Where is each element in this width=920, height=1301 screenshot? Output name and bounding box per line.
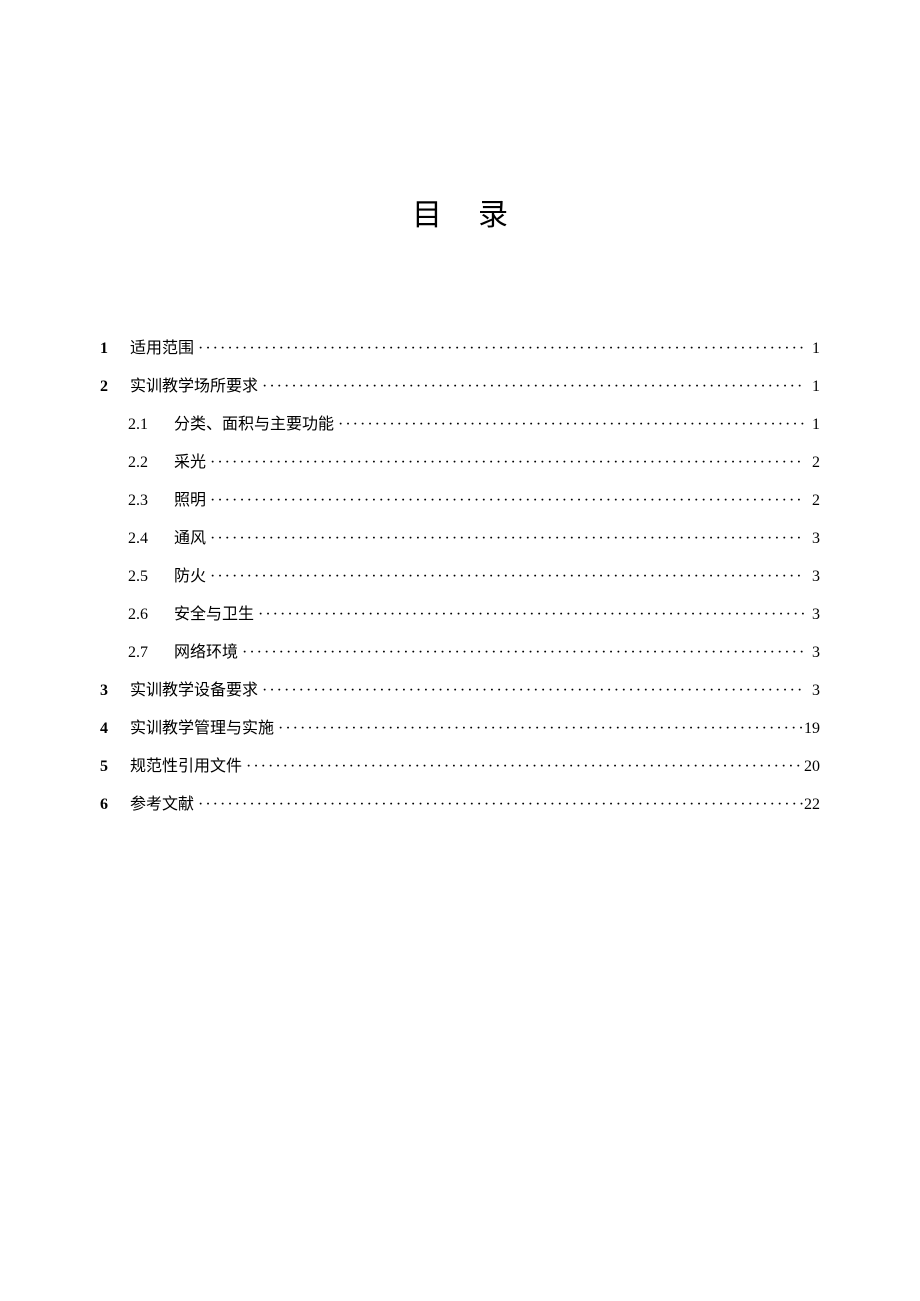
toc-leader-dots xyxy=(242,758,804,776)
toc-title: 目录 xyxy=(100,190,820,234)
toc-entry: 2 实训教学场所要求 1 xyxy=(100,372,820,396)
toc-entry-label: 适用范围 xyxy=(130,334,194,358)
toc-entry-number: 2.5 xyxy=(128,568,156,586)
toc-entry-page: 3 xyxy=(804,682,820,700)
toc-entry-page: 1 xyxy=(804,340,820,358)
toc-entry-number: 5 xyxy=(100,758,116,776)
toc-entry: 2.1 分类、面积与主要功能 1 xyxy=(100,410,820,434)
toc-leader-dots xyxy=(194,340,804,358)
toc-entry: 2.3 照明 2 xyxy=(100,486,820,510)
toc-leader-dots xyxy=(206,492,804,510)
toc-entry-number: 2.1 xyxy=(128,416,156,434)
toc-entry-page: 2 xyxy=(804,492,820,510)
toc-entry: 2.2 采光 2 xyxy=(100,448,820,472)
toc-entry-number: 2.7 xyxy=(128,644,156,662)
toc-leader-dots xyxy=(194,796,804,814)
toc-entry-label: 安全与卫生 xyxy=(174,600,254,624)
toc-entry-label: 网络环境 xyxy=(174,638,238,662)
toc-entry-page: 3 xyxy=(804,530,820,548)
toc-leader-dots xyxy=(334,416,804,434)
toc-entry: 2.4 通风 3 xyxy=(100,524,820,548)
toc-entry: 3 实训教学设备要求 3 xyxy=(100,676,820,700)
toc-leader-dots xyxy=(238,644,804,662)
toc-entry-label: 参考文献 xyxy=(130,790,194,814)
toc-entry-page: 3 xyxy=(804,606,820,624)
toc-entry-label: 规范性引用文件 xyxy=(130,752,242,776)
toc-entry: 2.7 网络环境 3 xyxy=(100,638,820,662)
toc-leader-dots xyxy=(258,378,804,396)
toc-leader-dots xyxy=(254,606,804,624)
table-of-contents: 1 适用范围 1 2 实训教学场所要求 1 2.1 分类、面积与主要功能 1 2.2 采光 2 2.3 照… xyxy=(100,334,820,814)
toc-entry-label: 照明 xyxy=(174,486,206,510)
toc-entry-number: 6 xyxy=(100,796,116,814)
toc-entry-number: 2.2 xyxy=(128,454,156,472)
toc-entry: 2.6 安全与卫生 3 xyxy=(100,600,820,624)
toc-entry: 2.5 防火 3 xyxy=(100,562,820,586)
toc-entry-number: 2.4 xyxy=(128,530,156,548)
toc-entry-label: 采光 xyxy=(174,448,206,472)
toc-entry-page: 20 xyxy=(804,758,820,776)
toc-entry-label: 防火 xyxy=(174,562,206,586)
toc-entry-number: 2.3 xyxy=(128,492,156,510)
toc-leader-dots xyxy=(274,720,804,738)
toc-entry: 1 适用范围 1 xyxy=(100,334,820,358)
toc-entry-page: 1 xyxy=(804,378,820,396)
toc-entry-label: 通风 xyxy=(174,524,206,548)
toc-entry-label: 实训教学管理与实施 xyxy=(130,714,274,738)
toc-entry-page: 22 xyxy=(804,796,820,814)
toc-leader-dots xyxy=(206,568,804,586)
toc-leader-dots xyxy=(206,454,804,472)
toc-leader-dots xyxy=(206,530,804,548)
toc-entry-page: 1 xyxy=(804,416,820,434)
toc-entry-label: 实训教学场所要求 xyxy=(130,372,258,396)
toc-entry-number: 3 xyxy=(100,682,116,700)
toc-entry-number: 4 xyxy=(100,720,116,738)
toc-entry-number: 1 xyxy=(100,340,116,358)
toc-entry: 6 参考文献 22 xyxy=(100,790,820,814)
toc-entry: 5 规范性引用文件 20 xyxy=(100,752,820,776)
toc-entry: 4 实训教学管理与实施 19 xyxy=(100,714,820,738)
toc-entry-page: 3 xyxy=(804,568,820,586)
toc-entry-label: 实训教学设备要求 xyxy=(130,676,258,700)
toc-entry-number: 2 xyxy=(100,378,116,396)
toc-entry-page: 3 xyxy=(804,644,820,662)
toc-entry-number: 2.6 xyxy=(128,606,156,624)
toc-entry-label: 分类、面积与主要功能 xyxy=(174,410,334,434)
toc-entry-page: 2 xyxy=(804,454,820,472)
toc-leader-dots xyxy=(258,682,804,700)
toc-entry-page: 19 xyxy=(804,720,820,738)
